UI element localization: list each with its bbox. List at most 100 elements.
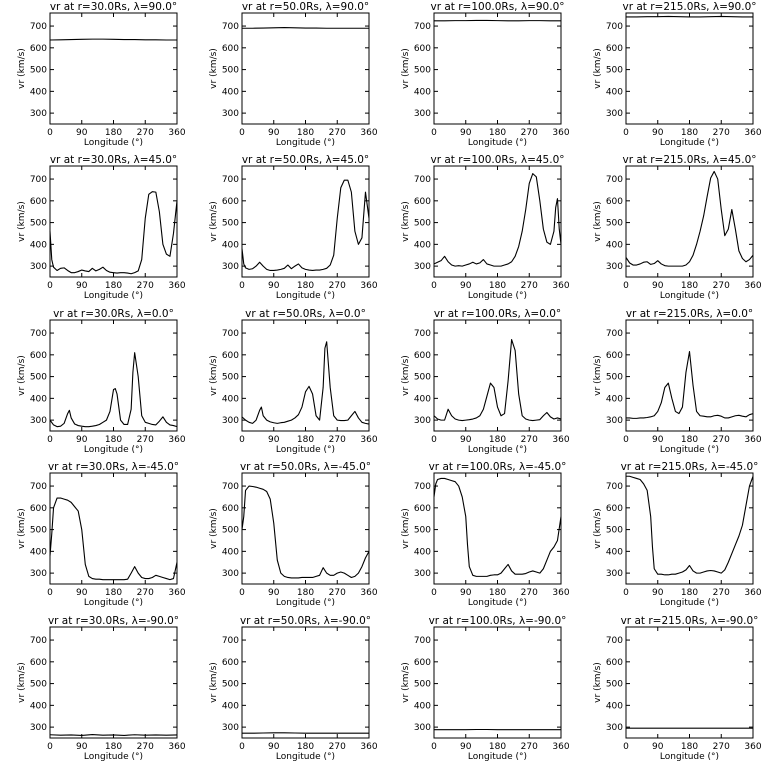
x-tick-label: 0	[431, 435, 437, 445]
y-tick-label: 700	[414, 175, 431, 185]
plot-frame	[242, 13, 369, 124]
series-line	[242, 342, 369, 424]
y-tick-label: 600	[30, 504, 47, 514]
y-axis-label: vr (km/s)	[593, 201, 603, 242]
y-axis-label: vr (km/s)	[593, 508, 603, 549]
x-tick-label: 360	[360, 742, 377, 752]
chart-panel: vr at r=215.0Rs, λ=0.0°09018027036030040…	[576, 307, 768, 460]
y-tick-label: 500	[30, 219, 47, 229]
series-line	[626, 476, 753, 575]
chart-panel: vr at r=30.0Rs, λ=0.0°090180270360300400…	[0, 307, 192, 460]
y-tick-label: 300	[30, 109, 47, 119]
y-axis-label: vr (km/s)	[209, 662, 219, 703]
x-tick-label: 0	[47, 281, 53, 291]
y-tick-label: 600	[606, 504, 623, 514]
y-axis-label: vr (km/s)	[401, 662, 411, 703]
y-tick-label: 300	[222, 723, 239, 733]
panel-title: vr at r=50.0Rs, λ=45.0°	[242, 154, 369, 166]
y-tick-label: 700	[606, 636, 623, 646]
y-tick-label: 400	[30, 394, 47, 404]
x-tick-label: 270	[713, 128, 730, 138]
y-tick-label: 700	[606, 175, 623, 185]
x-tick-label: 90	[652, 588, 664, 598]
x-tick-label: 0	[623, 281, 629, 291]
y-tick-label: 400	[30, 87, 47, 97]
y-tick-label: 500	[30, 680, 47, 690]
x-tick-label: 360	[360, 281, 377, 291]
plot-frame	[50, 166, 177, 277]
series-line	[626, 171, 753, 266]
chart-panel: vr at r=50.0Rs, λ=45.0°09018027036030040…	[192, 153, 384, 306]
panel-title: vr at r=30.0Rs, λ=0.0°	[53, 308, 174, 320]
x-tick-label: 180	[681, 435, 698, 445]
y-tick-label: 400	[222, 87, 239, 97]
series-line	[50, 39, 177, 40]
x-tick-label: 90	[460, 742, 472, 752]
x-tick-label: 0	[623, 588, 629, 598]
chart-panel: vr at r=50.0Rs, λ=0.0°090180270360300400…	[192, 307, 384, 460]
x-tick-label: 90	[76, 742, 88, 752]
x-tick-label: 270	[713, 435, 730, 445]
y-tick-label: 500	[222, 219, 239, 229]
x-axis-label: Longitude (°)	[276, 291, 335, 301]
y-tick-label: 600	[222, 351, 239, 361]
plot-frame	[434, 320, 561, 431]
panel-title: vr at r=100.0Rs, λ=-45.0°	[429, 461, 567, 473]
x-tick-label: 90	[76, 588, 88, 598]
y-tick-label: 600	[606, 351, 623, 361]
y-tick-label: 300	[414, 723, 431, 733]
x-tick-label: 360	[744, 281, 761, 291]
chart-panel: vr at r=215.0Rs, λ=45.0°0901802703603004…	[576, 153, 768, 306]
series-line	[50, 498, 177, 580]
y-tick-label: 500	[222, 373, 239, 383]
series-line	[434, 174, 561, 267]
x-axis-label: Longitude (°)	[660, 445, 719, 455]
plot-frame	[626, 13, 753, 124]
x-tick-label: 360	[552, 588, 569, 598]
y-tick-label: 400	[606, 701, 623, 711]
y-tick-label: 500	[30, 66, 47, 76]
plot-frame	[50, 13, 177, 124]
x-tick-label: 0	[431, 128, 437, 138]
x-tick-label: 360	[168, 435, 185, 445]
x-tick-label: 360	[552, 128, 569, 138]
y-tick-label: 700	[222, 482, 239, 492]
panel-title: vr at r=215.0Rs, λ=0.0°	[626, 308, 753, 320]
y-axis-label: vr (km/s)	[401, 201, 411, 242]
y-tick-label: 500	[222, 680, 239, 690]
x-tick-label: 270	[521, 435, 538, 445]
y-tick-label: 300	[222, 262, 239, 272]
x-tick-label: 360	[744, 742, 761, 752]
x-axis-label: Longitude (°)	[276, 445, 335, 455]
x-tick-label: 180	[105, 588, 122, 598]
y-axis-label: vr (km/s)	[401, 355, 411, 396]
x-tick-label: 90	[652, 435, 664, 445]
y-tick-label: 700	[222, 22, 239, 32]
x-tick-label: 180	[681, 588, 698, 598]
x-tick-label: 180	[489, 588, 506, 598]
x-tick-label: 270	[713, 588, 730, 598]
y-tick-label: 700	[414, 329, 431, 339]
x-tick-label: 360	[744, 128, 761, 138]
x-tick-label: 270	[521, 128, 538, 138]
y-axis-label: vr (km/s)	[17, 48, 27, 89]
y-tick-label: 400	[222, 240, 239, 250]
x-axis-label: Longitude (°)	[276, 752, 335, 762]
y-tick-label: 600	[30, 658, 47, 668]
plot-frame	[626, 320, 753, 431]
panel-title: vr at r=100.0Rs, λ=45.0°	[430, 154, 564, 166]
x-tick-label: 180	[105, 281, 122, 291]
y-tick-label: 700	[30, 482, 47, 492]
chart-panel: vr at r=50.0Rs, λ=-45.0°0901802703603004…	[192, 460, 384, 613]
x-tick-label: 270	[137, 742, 154, 752]
x-tick-label: 90	[652, 281, 664, 291]
y-axis-label: vr (km/s)	[17, 355, 27, 396]
x-tick-label: 360	[168, 742, 185, 752]
x-tick-label: 270	[329, 128, 346, 138]
chart-panel: vr at r=30.0Rs, λ=-45.0°0901802703603004…	[0, 460, 192, 613]
x-tick-label: 0	[431, 281, 437, 291]
panel-title: vr at r=215.0Rs, λ=-90.0°	[621, 615, 759, 627]
x-axis-label: Longitude (°)	[84, 138, 143, 148]
x-tick-label: 0	[47, 435, 53, 445]
y-tick-label: 500	[414, 373, 431, 383]
